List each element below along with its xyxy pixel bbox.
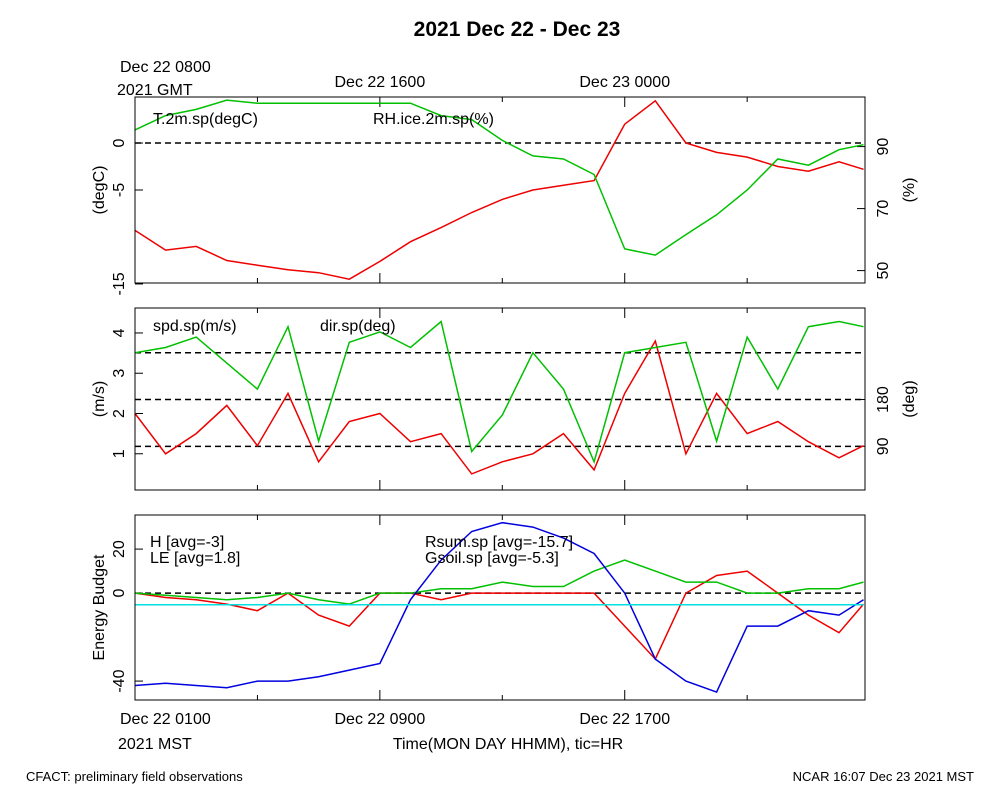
plot-frame: [134, 514, 866, 701]
plot-area: [135, 521, 865, 694]
y2-axis-label: (%): [901, 178, 918, 203]
top-x-tick-label: Dec 23 0000: [579, 74, 670, 91]
legend-label: RH.ice.2m.sp(%): [373, 111, 494, 128]
series-line: [135, 339, 864, 475]
legend-label: spd.sp(m/s): [153, 318, 237, 335]
legend-label: Gsoil.sp [avg=-5.3]: [425, 550, 559, 567]
x-tick-label: Dec 22 1700: [579, 711, 670, 728]
y2-tick-label: 180: [875, 386, 892, 413]
legend-label: LE [avg=1.8]: [150, 550, 240, 567]
y2-axis-label: (deg): [901, 380, 918, 417]
x-tick-label: Dec 22 0900: [334, 711, 425, 728]
y-tick-label: 4: [111, 328, 128, 337]
y-axis-label: (degC): [91, 166, 108, 215]
footer-left: CFACT: preliminary field observations: [26, 769, 243, 784]
x-axis-label: Time(MON DAY HHMM), tic=HR: [393, 736, 623, 753]
y-tick-label: 2: [111, 409, 128, 418]
y2-tick-label: 90: [875, 437, 892, 455]
y-tick-label: -15: [111, 272, 128, 295]
y-tick-label: 0: [111, 138, 128, 147]
legend-label: H [avg=-3]: [150, 534, 224, 551]
y2-tick-label: 70: [875, 200, 892, 218]
top-x-tick-label: Dec 22 0800: [120, 59, 211, 76]
y-tick-label: 1: [111, 449, 128, 458]
series-line: [135, 99, 864, 280]
top-x-tick-label: Dec 22 1600: [334, 74, 425, 91]
y-axis-label: (m/s): [91, 381, 108, 417]
y-tick-label: 0: [111, 589, 128, 598]
footer-right: NCAR 16:07 Dec 23 2021 MST: [793, 769, 974, 784]
plot-area: [135, 320, 864, 475]
y-tick-label: -40: [111, 669, 128, 692]
y-tick-label: 3: [111, 369, 128, 378]
legend-label: T.2m.sp(degC): [153, 111, 258, 128]
series-line: [135, 99, 864, 256]
y-tick-label: -5: [111, 183, 128, 197]
legend-label: dir.sp(deg): [320, 318, 396, 335]
x-tick-label: Dec 22 0100: [120, 711, 211, 728]
chart-title: 2021 Dec 22 - Dec 23: [414, 18, 621, 41]
series-line: [135, 521, 864, 694]
top-x-sublabel: 2021 GMT: [117, 82, 193, 99]
x-sublabel: 2021 MST: [118, 736, 192, 753]
plot-frame: [134, 96, 866, 284]
y-axis-label: Energy Budget: [91, 554, 108, 660]
plot-area: [135, 99, 864, 280]
series-line: [135, 570, 865, 661]
legend-label: Rsum.sp [avg=-15.7]: [425, 534, 573, 551]
y2-tick-label: 90: [875, 138, 892, 156]
series-line: [135, 559, 864, 605]
y2-tick-label: 50: [875, 262, 892, 280]
series-line: [135, 320, 864, 465]
plot-frame: [134, 307, 866, 491]
y-tick-label: 20: [111, 540, 128, 558]
